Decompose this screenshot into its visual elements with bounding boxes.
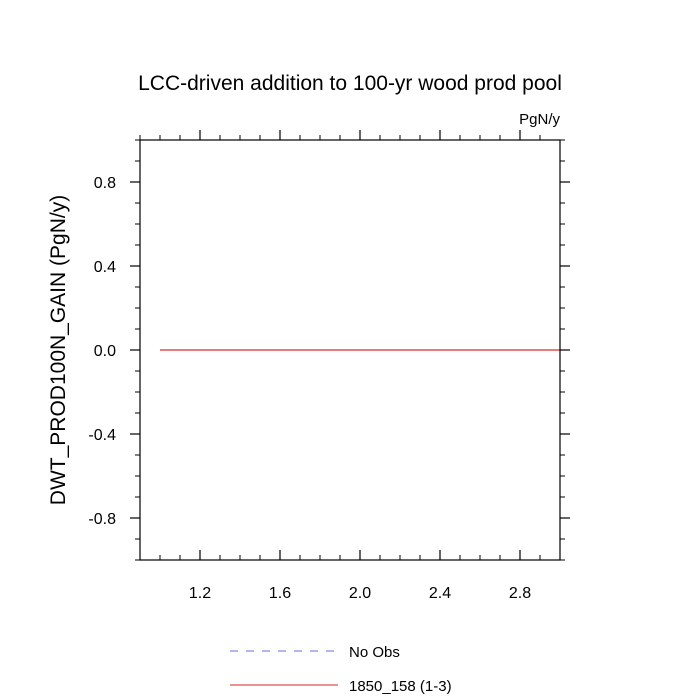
x-tick-label: 1.2 [189, 585, 211, 602]
legend-label-1: 1850_158 (1-3) [349, 678, 452, 695]
x-tick-label: 2.8 [509, 585, 531, 602]
y-tick-label: 0.8 [94, 175, 116, 192]
y-axis-label: DWT_PROD100N_GAIN (PgN/y) [47, 195, 70, 505]
y-tick-label: -0.8 [88, 511, 116, 528]
x-tick-label: 2.0 [349, 585, 371, 602]
x-tick-label: 2.4 [429, 585, 451, 602]
y-tick-label: -0.4 [88, 427, 116, 444]
y-tick-label: 0.0 [94, 343, 116, 360]
units-label: PgN/y [519, 111, 560, 128]
y-tick-label: 0.4 [94, 259, 116, 276]
x-tick-label: 1.6 [269, 585, 291, 602]
y-tick-labels: 0.8 0.4 0.0 -0.4 -0.8 [88, 175, 116, 528]
x-tick-labels: 1.2 1.6 2.0 2.4 2.8 [189, 585, 531, 602]
plot-frame [139, 139, 561, 561]
legend: No Obs 1850_158 (1-3) [230, 644, 452, 695]
legend-label-0: No Obs [349, 644, 400, 661]
axis-ticks [130, 130, 570, 561]
chart-title: LCC-driven addition to 100-yr wood prod … [138, 72, 562, 95]
